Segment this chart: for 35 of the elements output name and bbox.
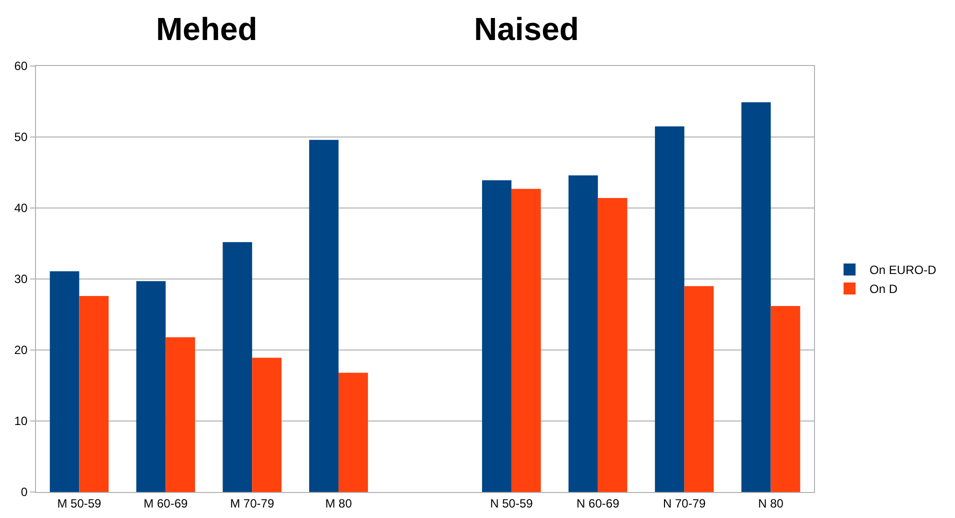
bar: [684, 286, 714, 492]
bar: [222, 242, 252, 492]
bar: [770, 306, 800, 492]
x-tick-label: N 80: [758, 496, 784, 510]
bar: [482, 180, 512, 492]
x-tick-label: M 80: [325, 496, 352, 510]
y-tick-label: 40: [14, 201, 28, 216]
legend-label: On D: [870, 282, 898, 296]
bar: [252, 358, 282, 492]
x-tick-label: N 50-59: [490, 496, 534, 510]
bar: [50, 271, 80, 492]
x-tick-label: N 70-79: [662, 496, 706, 510]
bar: [309, 140, 339, 492]
text: Naised: [474, 11, 579, 47]
legend-label: On EURO-D: [870, 263, 937, 278]
x-tick-label: M 50-59: [57, 496, 102, 510]
x-tick-label: N 60-69: [576, 496, 620, 510]
y-tick-label: 60: [14, 59, 28, 74]
y-tick-label: 20: [14, 343, 28, 358]
bar: [166, 337, 196, 492]
y-tick-label: 50: [14, 130, 28, 144]
bar: [79, 296, 109, 492]
bar: [598, 198, 628, 492]
x-tick-label: M 60-69: [144, 496, 188, 510]
bar: [568, 175, 598, 492]
bar: [511, 188, 541, 492]
y-tick-label: 0: [20, 485, 28, 500]
x-tick-label: M 70-79: [230, 496, 274, 510]
bar: [136, 281, 166, 492]
text: Mehed: [156, 11, 258, 47]
bar: [654, 126, 684, 492]
y-tick-label: 30: [14, 272, 28, 286]
bar: [741, 102, 771, 492]
bar: [338, 372, 368, 492]
y-tick-label: 10: [14, 414, 28, 428]
